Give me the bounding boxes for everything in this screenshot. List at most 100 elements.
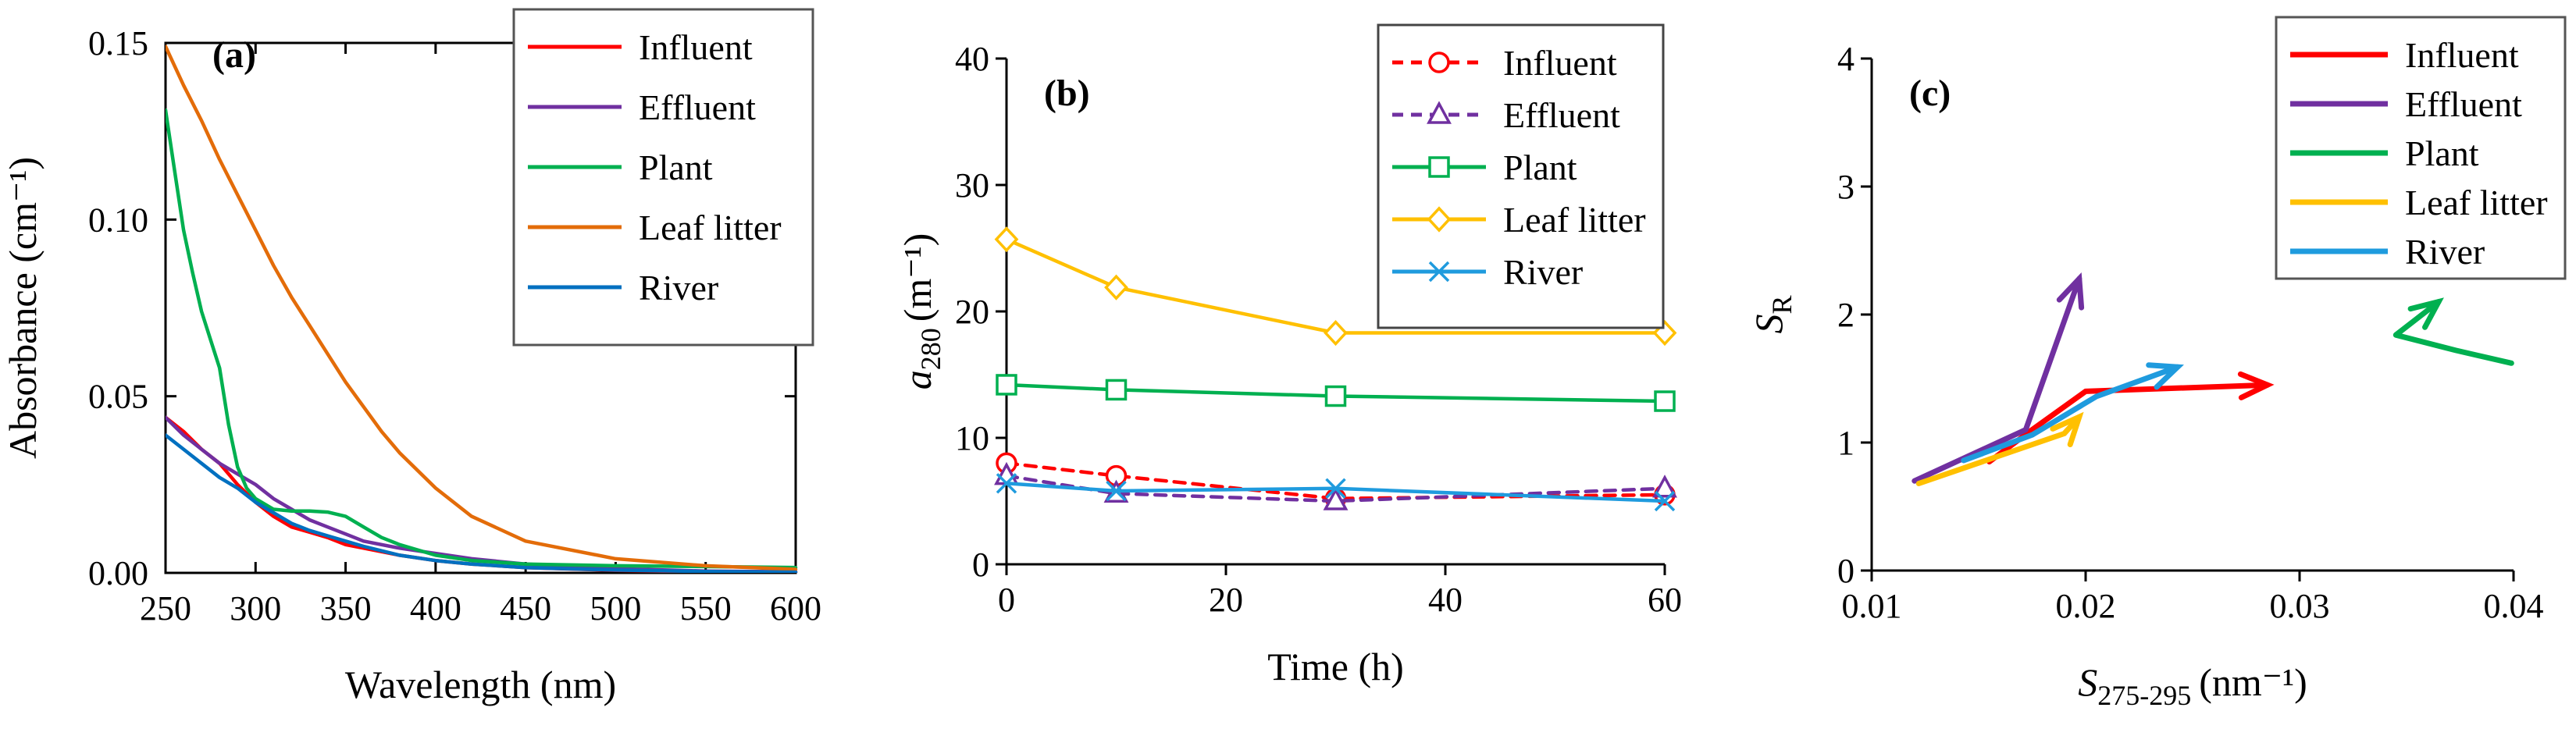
data-point-leaf-litter	[1324, 319, 1348, 347]
legend-box	[2275, 16, 2567, 280]
y-tick-label: 2	[1837, 296, 1855, 334]
series-plant	[166, 108, 798, 570]
series-line-plant	[2393, 299, 2514, 366]
data-point-plant	[1105, 379, 1128, 401]
legend-label-leaf-litter: Leaf litter	[1503, 200, 1646, 240]
y-tick-label: 10	[955, 419, 989, 457]
y-axis-label: a280 (m⁻¹)	[896, 233, 946, 390]
series-line-leaf-litter	[1915, 414, 2083, 486]
data-point-effluent	[1323, 487, 1349, 510]
data-point-leaf-litter	[994, 226, 1019, 253]
series-line-leaf-litter	[166, 44, 798, 571]
x-axis-label-unit: (nm⁻¹)	[2199, 660, 2307, 704]
y-axis-label: SR	[1747, 295, 1797, 333]
x-tick-label: 0	[998, 581, 1015, 619]
legend-marker-influent	[1428, 52, 1450, 73]
y-tick-label: 0.15	[88, 24, 148, 62]
legend-label-influent: Influent	[2405, 35, 2519, 75]
data-point-plant	[996, 374, 1017, 396]
y-axis-label-unit: (m⁻¹)	[896, 233, 939, 322]
data-point-river	[1106, 480, 1127, 502]
chart-panel-b: 0 20 40 60 0 10 20 30 40 Time (h) a280 (m⁻¹) (b) Infl…	[896, 23, 1682, 688]
series-influent	[166, 415, 798, 573]
y-axis-label-symbol: S	[1747, 315, 1790, 334]
data-point-river	[996, 473, 1017, 494]
y-tick-label: 0.10	[88, 201, 148, 239]
y-tick-label: 0.00	[88, 554, 148, 592]
y-tick-label: 1	[1837, 424, 1855, 462]
legend: Influent Effluent Plant Leaf litter River	[512, 8, 814, 347]
data-point-leaf-litter	[1104, 274, 1128, 300]
series-river	[166, 433, 798, 573]
y-tick-label: 20	[955, 293, 989, 331]
x-tick-label: 250	[140, 589, 191, 628]
series-line-effluent	[166, 415, 798, 573]
x-tick-label: 60	[1648, 581, 1682, 619]
series-line-influent	[166, 415, 798, 573]
series-line-river	[1961, 364, 2181, 464]
legend-label-leaf-litter: Leaf litter	[639, 208, 782, 247]
series-line-river	[1007, 482, 1667, 503]
y-tick-label: 0	[1837, 552, 1855, 590]
chart-panel-a: 250 300 350 400 450 500 550 600 0.00 0.05 0.10 0.15…	[1, 8, 821, 706]
series-line-influent	[1986, 382, 2271, 465]
series-line-effluent	[1912, 276, 2083, 484]
y-axis-label-subscript: R	[1766, 295, 1797, 314]
arrowhead-river	[2146, 362, 2184, 390]
x-tick-label: 500	[590, 589, 641, 628]
series-line-river	[166, 433, 798, 573]
x-axis-label: Time (h)	[1267, 645, 1404, 688]
legend-marker-river	[1428, 261, 1450, 283]
y-axis-label-symbol: a	[896, 370, 939, 389]
x-tick-label: 350	[320, 589, 372, 628]
x-tick-label: 0.02	[2056, 587, 2116, 625]
legend-label-influent: Influent	[1503, 43, 1617, 83]
arrowhead-effluent	[2056, 272, 2085, 311]
series-leaf-litter	[1915, 411, 2084, 486]
x-tick-label: 600	[770, 589, 821, 628]
legend-label-river: River	[2405, 232, 2485, 272]
panel-label: (b)	[1044, 73, 1090, 114]
series-leaf-litter	[994, 226, 1677, 347]
legend-label-plant: Plant	[1503, 148, 1577, 187]
series-line-plant	[166, 108, 798, 570]
legend-label-plant: Plant	[639, 148, 713, 187]
x-axis-label: Wavelength (nm)	[345, 663, 616, 706]
x-axis-label-subscript: 275-295	[2097, 680, 2191, 711]
series-river	[1961, 362, 2184, 464]
legend-label-effluent: Effluent	[1503, 95, 1620, 135]
series-effluent	[166, 415, 798, 573]
legend-box	[1377, 23, 1665, 329]
series-river	[996, 473, 1676, 512]
legend-label-influent: Influent	[639, 27, 753, 67]
series-line-influent	[1007, 461, 1667, 501]
data-point-river	[1654, 490, 1676, 512]
legend: Influent Effluent Plant Leaf litter River	[1377, 23, 1665, 329]
series-line-plant	[1007, 382, 1667, 404]
series-leaf-litter	[166, 44, 798, 571]
legend-marker-effluent	[1427, 101, 1452, 124]
panel-label: (c)	[1909, 73, 1951, 114]
legend-label-river: River	[1503, 252, 1583, 292]
x-tick-label: 300	[230, 589, 281, 628]
legend-label-effluent: Effluent	[2405, 84, 2522, 124]
series-line-leaf-litter	[1007, 237, 1667, 335]
arrowhead-leaf-litter	[2050, 411, 2084, 447]
legend-label-leaf-litter: Leaf litter	[2405, 183, 2548, 222]
legend-marker-plant	[1428, 156, 1450, 178]
data-point-plant	[1654, 390, 1676, 412]
x-tick-label: 40	[1428, 581, 1463, 619]
legend: Influent Effluent Plant Leaf litter River	[2275, 16, 2567, 280]
series-plant	[996, 374, 1676, 412]
x-axis-label: S275-295 (nm⁻¹)	[2078, 660, 2307, 711]
y-tick-label: 0	[972, 546, 989, 584]
legend-marker-leaf-litter	[1427, 206, 1452, 233]
arrowhead-plant	[2407, 297, 2444, 330]
y-tick-label: 30	[955, 166, 989, 204]
data-point-effluent	[1652, 475, 1677, 498]
x-tick-label: 0.04	[2484, 587, 2544, 625]
arrowhead-influent	[2237, 371, 2275, 400]
x-tick-label: 20	[1209, 581, 1243, 619]
